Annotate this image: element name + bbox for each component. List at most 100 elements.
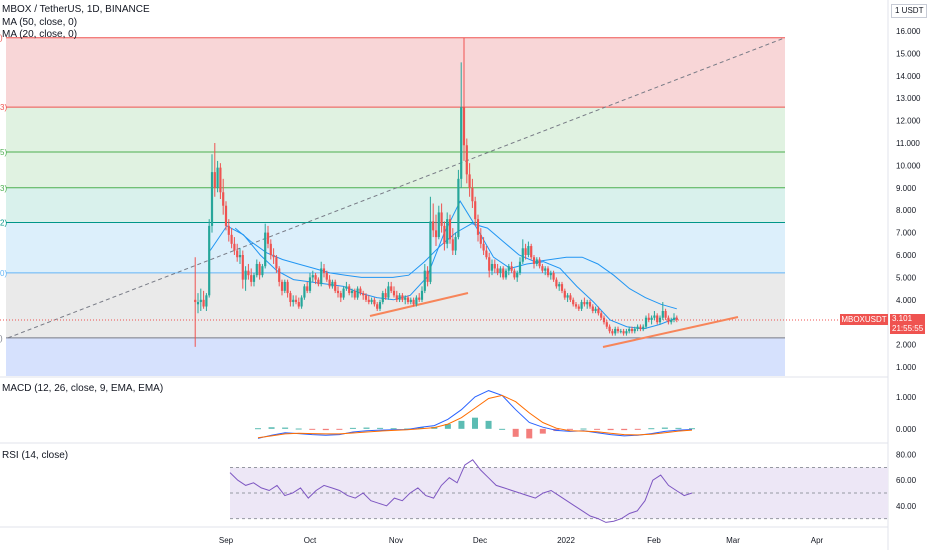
price-tick-label: 8.000 [896,206,917,215]
candle-body [630,328,634,332]
macd-legend[interactable]: MACD (12, 26, close, 9, EMA, EMA) [2,383,164,394]
candle-body [633,328,636,332]
ma20-legend[interactable]: MA (20, close, 0) [2,29,78,40]
macd-histogram-bar [539,428,546,434]
candle-body [485,250,488,258]
macd-histogram-bar [390,428,397,430]
candle-body [488,257,491,271]
fib-level-label: 5) [0,148,7,157]
candle-body [342,288,345,298]
candle-body [280,281,284,291]
candle-body [454,237,457,251]
rsi-legend[interactable]: RSI (14, close) [2,450,69,461]
candle-body [516,272,519,278]
candle-body [387,286,390,298]
candle-body [440,212,443,226]
price-tick-label: 4.000 [896,296,917,305]
last-price-readout: 3.101 21:55:55 [890,314,926,334]
candle-body [611,331,614,334]
time-axis-label: Nov [389,536,403,545]
candle-body [546,268,550,276]
fib-zone [6,151,785,188]
candle-body [423,270,426,291]
candle-body [552,272,555,280]
price-tick-label: 12.000 [896,117,921,126]
macd-histogram-bar [580,428,587,430]
macd-histogram-bar [363,427,370,429]
fib-level-label: 2) [0,219,7,228]
candle-body [261,266,264,276]
candle-body [194,299,197,303]
candle-body [426,270,429,282]
candle-body [418,297,421,300]
candle-body [471,187,474,202]
candle-body [202,299,205,307]
currency-unit-button[interactable]: 1 USDT [891,4,928,18]
rsi-line [229,459,693,523]
candle-body [311,275,314,278]
macd-histogram-bar [594,428,601,430]
rsi-tick-label: 80.00 [896,451,917,460]
candle-body [404,297,407,300]
candle-body [496,268,499,273]
rsi-tick-label: 40.00 [896,502,917,511]
candle-body [558,284,561,287]
price-tick-label: 1.000 [896,363,917,372]
candle-body [213,172,216,188]
macd-histogram-bar [661,427,668,429]
candle-body [308,277,312,291]
candle-body [297,302,300,307]
candle-body [336,290,340,294]
candle-body [569,295,572,300]
candle-body [622,331,625,334]
macd-histogram-bar [472,417,478,429]
macd-histogram-bar [309,428,316,430]
candle-body [644,317,648,327]
candle-body [642,326,645,329]
macd-histogram-bar [607,428,614,431]
candle-body [628,328,631,332]
candle-body [591,306,594,311]
candle-body [639,326,642,329]
macd-histogram-bar [621,428,628,431]
macd-histogram-bar [349,427,356,429]
candle-body [588,302,592,307]
candle-body [664,311,667,318]
candle-body [580,302,583,309]
candle-body [597,308,600,314]
candle-body [446,219,449,244]
candle-body [527,246,530,255]
candle-body [647,317,650,320]
candle-body [266,232,270,244]
fib-level-label: 3) [0,184,7,193]
candle-body [331,281,334,287]
candle-body [238,255,242,258]
chart-title[interactable]: MBOX / TetherUS, 1D, BINANCE [2,4,150,15]
ma50-legend[interactable]: MA (50, close, 0) [2,17,78,28]
candle-body [401,295,404,300]
candle-body [275,257,278,269]
candle-body [518,261,522,273]
time-axis-label: Sep [219,536,234,545]
candle-body [205,295,208,307]
candle-body [605,322,608,327]
macd-histogram-bar [648,428,655,430]
price-tick-label: 5.000 [896,273,917,282]
candle-body [353,290,356,298]
candle-body [462,107,466,146]
symbol-price-tag: MBOXUSDT [840,314,888,325]
candle-body [583,302,586,305]
candle-body [560,284,564,291]
candle-body [437,212,440,238]
macd-histogram-bar [675,427,682,429]
fib-level-label: 0) [0,269,7,278]
candle-body [244,270,247,280]
candle-body [345,286,348,289]
candle-body [328,279,331,287]
candle-body [532,257,536,264]
candle-body [306,286,309,291]
candle-body [359,288,362,294]
candle-body [398,295,401,300]
